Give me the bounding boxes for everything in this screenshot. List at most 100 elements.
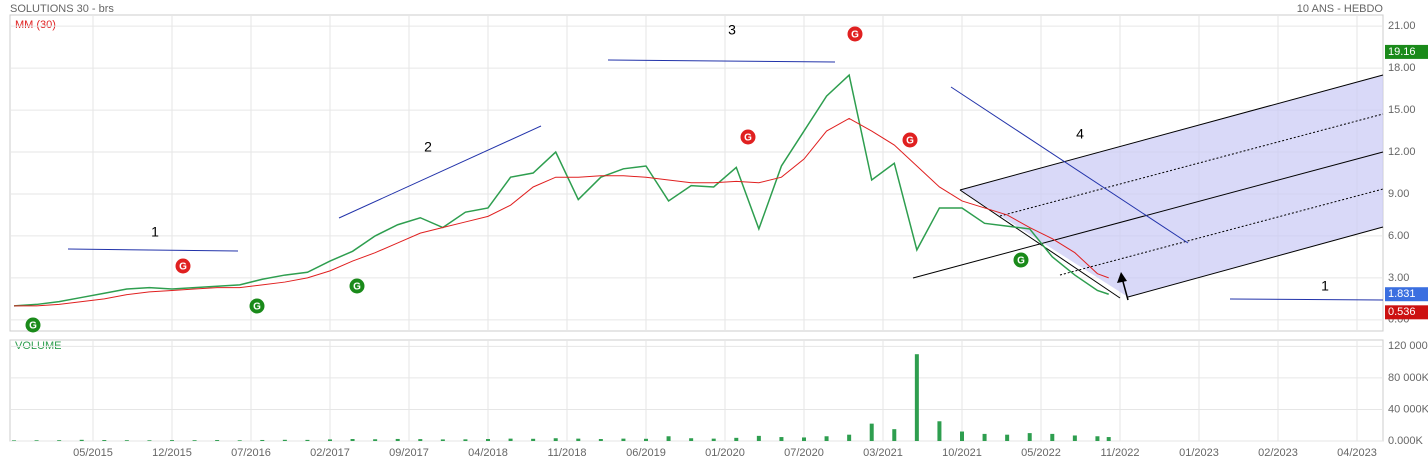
annotation: 3 [728,22,736,38]
signal-label: G [906,136,914,147]
volume-bar [666,436,671,441]
y-tick-label: 21.00 [1388,20,1416,32]
volume-bar [531,438,536,441]
volume-bar [621,438,626,441]
volume-bar [508,438,513,441]
x-tick-label: 04/2023 [1337,447,1377,459]
period-label: 10 ANS - HEBDO [1297,3,1384,15]
x-tick-label: 02/2023 [1258,447,1298,459]
signal-marker [249,298,265,314]
volume-bar [350,439,355,441]
x-tick-label: 12/2015 [152,447,192,459]
volume-bar [34,440,39,441]
annotation: 1 [151,224,159,240]
volume-bar [486,439,490,441]
volume-bar [598,439,603,441]
x-tick-label: 07/2020 [784,447,824,459]
signal-marker [902,132,918,148]
volume-bar [192,440,197,441]
volume-bar [395,438,400,441]
y-tick-label: 9.00 [1388,188,1409,200]
y-tick-label: 3.00 [1388,272,1409,284]
volume-bar [215,440,220,441]
pitchfork-line [1127,226,1384,298]
signal-label: G [353,282,361,293]
volume-bar [1095,436,1100,441]
x-tick-label: 11/2018 [548,447,587,459]
pitchfork-line [912,151,1384,279]
pitchfork-line [959,189,1121,299]
signal-marker [175,258,191,274]
volume-bar [824,436,829,441]
x-tick-label: 11/2022 [1101,447,1140,459]
x-tick-label: 01/2023 [1179,447,1219,459]
volume-bar [734,437,739,441]
y-tick-label: 0.000K [1388,435,1424,447]
volume-bar [124,440,129,441]
volume-panel [9,339,1384,442]
volume-bar [847,434,852,441]
volume-bar [463,439,468,441]
volume-bar [1027,433,1032,441]
price-line [14,117,1109,307]
x-tick-label: 05/2015 [73,447,113,459]
signal-label: G [1017,256,1025,267]
volume-bar [1050,433,1055,441]
volume-bar [147,440,152,441]
signal-marker [25,317,41,333]
volume-bar [689,438,694,441]
price-line [13,73,1109,307]
ma-label: MM (30) [15,19,56,31]
price-marker-label: 0.536 [1388,306,1416,318]
y-tick-label: 6.00 [1388,230,1409,242]
x-tick-label: 05/2022 [1021,447,1061,459]
arrow-head [1117,272,1127,283]
volume-bar [937,421,942,441]
y-tick-label: 18.00 [1388,62,1416,74]
y-tick-label: 120 000 [1388,340,1428,352]
volume-bar [440,439,445,441]
annotation: 2 [424,139,432,155]
signal-label: G [253,302,261,313]
annotation: 1 [1321,278,1329,294]
trend-line [1229,298,1384,301]
signal-marker [847,26,863,42]
trend-line [950,86,1189,244]
pitchfork-line [959,74,1384,191]
volume-bar [57,440,62,441]
y-tick-label: 40 000K [1388,403,1428,415]
y-tick-label: 15.00 [1388,104,1416,116]
volume-bar [802,437,806,441]
volume-bar [418,439,423,441]
signal-label: G [744,133,752,144]
y-tick-label: 12.00 [1388,146,1416,158]
volume-bar [711,438,716,441]
x-tick-label: 06/2019 [626,447,666,459]
annotation: 4 [1076,126,1084,142]
signal-marker [349,278,365,294]
volume-bar [79,439,84,441]
volume-bar [328,439,332,441]
volume-bar [892,429,897,441]
volume-bar [1072,435,1077,441]
trend-line [607,59,836,63]
x-tick-label: 10/2021 [942,447,982,459]
chart-title: SOLUTIONS 30 - brs [10,3,114,15]
volume-bar [982,433,987,441]
volume-bar [553,438,558,441]
x-tick-label: 04/2018 [468,447,508,459]
volume-bar [756,435,761,441]
x-tick-label: 01/2020 [705,447,745,459]
x-tick-label: 03/2021 [863,447,903,459]
signal-label: G [179,262,187,273]
x-tick-label: 09/2017 [389,447,429,459]
volume-bar [305,439,310,441]
volume-bar [1005,434,1010,441]
price-marker [1385,44,1428,59]
trend-line [67,248,239,252]
volume-bar [237,440,242,441]
signal-label: G [851,30,859,41]
x-tick-label: 02/2017 [310,447,350,459]
pitchfork-area [960,75,1383,297]
